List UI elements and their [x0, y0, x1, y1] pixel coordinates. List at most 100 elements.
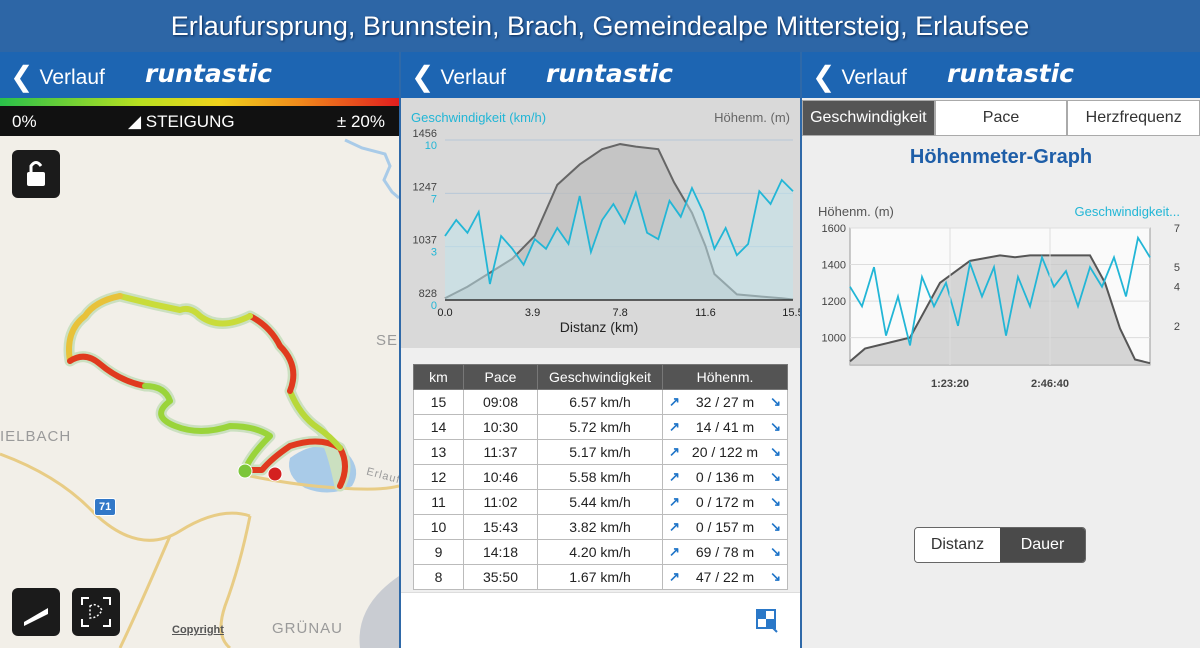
speed-axis-title: Geschwindigkeit...: [1075, 204, 1181, 219]
y-left-tick-label: 1400: [822, 260, 846, 272]
elevation-line: [849, 254, 1151, 365]
back-label: Verlauf: [841, 66, 907, 89]
cell-elevation: ↗ 32 / 27 m ↘: [662, 389, 788, 415]
metric-tabs: Geschwindigkeit Pace Herzfrequenz: [802, 100, 1200, 136]
y-left-tick-label: 1247: [413, 181, 437, 193]
fullscreen-icon: [81, 597, 111, 627]
map-label-elbach: IELBACH: [0, 428, 72, 445]
slope-icon: [24, 608, 48, 626]
x-axis-title: Distanz (km): [560, 319, 639, 335]
tab-geschwindigkeit[interactable]: Geschwindigkeit: [802, 100, 935, 136]
cell-speed: 4.20 km/h: [537, 539, 663, 565]
cell-pace: 10:30: [463, 414, 538, 440]
cell-speed: 5.17 km/h: [537, 439, 663, 465]
road-number-badge: 71: [94, 498, 117, 516]
descent-arrow-icon: ↘: [770, 444, 781, 459]
map-canvas: [0, 138, 399, 648]
cell-elevation: ↗ 20 / 122 m ↘: [662, 439, 788, 465]
lock-icon: [27, 161, 45, 186]
splits-table: km Pace Geschwindigkeit Höhenm. 15 09:08 6…: [413, 364, 788, 590]
elevation-value: 69 / 78 m: [695, 544, 755, 560]
column-header-speed: Geschwindigkeit: [537, 364, 663, 390]
back-button[interactable]: ❮ Verlauf: [10, 60, 105, 93]
map-screen: ❮ Verlauf runtastic 0% ◢ STEIGUNG ± 20%: [0, 52, 399, 648]
grade-label: ◢ STEIGUNG: [128, 112, 235, 131]
lock-button[interactable]: [12, 150, 60, 198]
cell-km: 10: [413, 514, 464, 540]
elevation-value: 0 / 157 m: [695, 519, 755, 535]
ascent-arrow-icon: ↗: [669, 394, 680, 409]
road: [118, 535, 172, 648]
elevation-axis-title: Höhenm. (m): [714, 110, 790, 125]
tab-pace[interactable]: Pace: [934, 100, 1068, 136]
speed-line: [849, 235, 1151, 346]
axis-mode-toggle: Distanz Dauer: [914, 527, 1086, 563]
table-row[interactable]: 14 10:30 5.72 km/h ↗ 14 / 41 m ↘: [413, 414, 788, 440]
tab-herzfrequenz[interactable]: Herzfrequenz: [1067, 100, 1200, 136]
descent-arrow-icon: ↘: [770, 469, 781, 484]
y-left-tick-label: 1037: [413, 235, 437, 247]
cell-pace: 09:08: [463, 389, 538, 415]
splits-screen: ❮ Verlauf runtastic Geschwindigkeit (km/h…: [401, 52, 800, 648]
distanz-toggle[interactable]: Distanz: [915, 528, 1000, 562]
map-view[interactable]: IELBACH GRÜNAU SE Erlauf 71: [0, 136, 399, 648]
dauer-toggle[interactable]: Dauer: [1000, 528, 1085, 562]
ascent-arrow-icon: ↗: [669, 544, 680, 559]
x-tick-label: 7.8: [612, 307, 627, 319]
grade-max: ± 20%: [336, 112, 385, 131]
runtastic-logo: runtastic: [947, 59, 1074, 88]
table-row[interactable]: 9 14:18 4.20 km/h ↗ 69 / 78 m ↘: [413, 539, 788, 565]
cell-speed: 5.72 km/h: [537, 414, 663, 440]
nav-bar: ❮ Verlauf runtastic: [0, 52, 399, 98]
elevation-value: 14 / 41 m: [695, 419, 755, 435]
start-marker[interactable]: [237, 463, 253, 479]
end-marker[interactable]: [267, 466, 283, 482]
chevron-left-icon: ❮: [411, 61, 435, 92]
cell-elevation: ↗ 0 / 136 m ↘: [662, 464, 788, 490]
ascent-arrow-icon: ↗: [669, 419, 680, 434]
table-row[interactable]: 12 10:46 5.58 km/h ↗ 0 / 136 m ↘: [413, 464, 788, 490]
grade-color-scale: [0, 98, 399, 106]
copyright-link[interactable]: Copyright: [172, 624, 224, 636]
cell-speed: 3.82 km/h: [537, 514, 663, 540]
runtastic-logo: runtastic: [546, 59, 673, 88]
descent-arrow-icon: ↘: [770, 569, 781, 584]
speed-line: [444, 178, 794, 285]
river: [344, 138, 399, 200]
share-view-icon[interactable]: [753, 606, 783, 636]
y-left-tick-label: 1600: [822, 223, 846, 235]
table-row[interactable]: 13 11:37 5.17 km/h ↗ 20 / 122 m ↘: [413, 439, 788, 465]
descent-arrow-icon: ↘: [770, 419, 781, 434]
fullscreen-button[interactable]: [72, 588, 120, 636]
elevation-value: 0 / 172 m: [695, 494, 755, 510]
distance-chart[interactable]: Geschwindigkeit (km/h) Höhenm. (m) 1456 10 1…: [401, 98, 800, 348]
back-button[interactable]: ❮ Verlauf: [812, 60, 907, 93]
elevation-value: 47 / 22 m: [695, 569, 755, 585]
elevation-area: [850, 255, 1150, 365]
table-row[interactable]: 10 15:43 3.82 km/h ↗ 0 / 157 m ↘: [413, 514, 788, 540]
ascent-arrow-icon: ↗: [669, 519, 680, 534]
cell-pace: 14:18: [463, 539, 538, 565]
table-row[interactable]: 8 35:50 1.67 km/h ↗ 47 / 22 m ↘: [413, 564, 788, 590]
map-label-gruenau: GRÜNAU: [272, 620, 344, 637]
y-right-tick-label: 10: [425, 140, 437, 152]
time-chart-svg[interactable]: Höhenm. (m) Geschwindigkeit... 1600 1400 120…: [802, 202, 1200, 402]
chevron-left-icon: ❮: [812, 61, 836, 92]
ascent-arrow-icon: ↗: [669, 569, 680, 584]
column-header-km: km: [413, 364, 464, 390]
column-header-elevation: Höhenm.: [662, 364, 788, 390]
page-curl[interactable]: [359, 576, 399, 648]
grade-min: 0%: [12, 112, 37, 131]
table-row[interactable]: 15 09:08 6.57 km/h ↗ 32 / 27 m ↘: [413, 389, 788, 415]
y-right-tick-label: 4: [1174, 282, 1180, 294]
cell-km: 14: [413, 414, 464, 440]
table-row[interactable]: 11 11:02 5.44 km/h ↗ 0 / 172 m ↘: [413, 489, 788, 515]
x-tick-label: 15.5: [782, 307, 800, 319]
back-button[interactable]: ❮ Verlauf: [411, 60, 506, 93]
slope-button[interactable]: [12, 588, 60, 636]
cell-speed: 1.67 km/h: [537, 564, 663, 590]
x-tick-label: 11.6: [695, 307, 716, 319]
cell-speed: 5.44 km/h: [537, 489, 663, 515]
descent-arrow-icon: ↘: [770, 544, 781, 559]
y-right-tick-label: 3: [431, 247, 437, 259]
